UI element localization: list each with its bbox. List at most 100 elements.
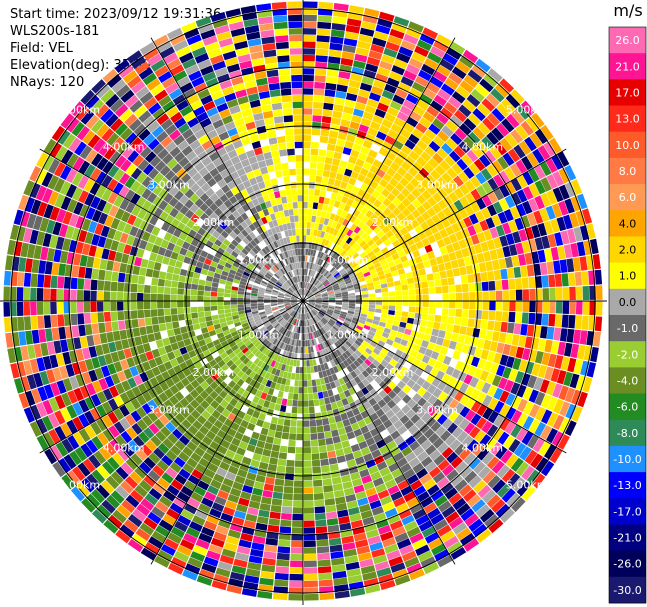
velocity-gate <box>316 314 323 320</box>
velocity-gate <box>383 251 392 259</box>
velocity-gate <box>341 535 355 544</box>
velocity-gate <box>124 310 131 320</box>
velocity-gate <box>299 268 302 276</box>
velocity-gate <box>151 125 164 138</box>
velocity-gate <box>308 188 315 196</box>
velocity-gate <box>420 134 433 146</box>
velocity-gate <box>522 416 535 430</box>
velocity-gate <box>489 146 502 160</box>
velocity-gate <box>366 406 376 416</box>
velocity-gate <box>203 362 212 372</box>
velocity-gate <box>250 293 258 297</box>
velocity-gate <box>240 532 254 542</box>
velocity-gate <box>330 258 336 266</box>
velocity-gate <box>403 491 417 503</box>
velocity-gate <box>62 238 72 252</box>
velocity-gate <box>110 301 117 312</box>
velocity-gate <box>308 301 316 303</box>
velocity-gate <box>245 513 258 523</box>
velocity-gate <box>217 234 226 243</box>
velocity-gate <box>114 59 130 73</box>
velocity-gate <box>533 377 544 391</box>
velocity-gate <box>315 419 323 427</box>
velocity-gate <box>364 275 372 281</box>
velocity-gate <box>395 349 404 357</box>
velocity-gate <box>67 390 78 404</box>
velocity-gate <box>349 259 356 266</box>
velocity-gate <box>57 314 65 327</box>
velocity-gate <box>400 161 412 172</box>
velocity-gate <box>110 471 124 485</box>
velocity-gate <box>119 108 133 122</box>
velocity-gate <box>270 258 276 266</box>
velocity-gate <box>515 278 523 290</box>
velocity-gate <box>582 301 590 315</box>
velocity-gate <box>327 177 336 186</box>
velocity-gate <box>190 295 197 301</box>
velocity-gate <box>312 108 323 116</box>
velocity-gate <box>230 293 238 298</box>
velocity-gate <box>323 163 332 171</box>
velocity-gate <box>304 268 307 276</box>
velocity-gate <box>157 477 170 490</box>
velocity-gate <box>342 226 350 235</box>
velocity-gate <box>157 301 164 309</box>
velocity-gate <box>66 153 79 168</box>
velocity-gate <box>271 307 279 311</box>
velocity-gate <box>334 333 340 340</box>
velocity-gate <box>318 371 324 379</box>
velocity-gate <box>222 238 231 247</box>
velocity-gate <box>387 260 396 268</box>
velocity-gate <box>348 506 360 516</box>
velocity-gate <box>220 351 228 360</box>
velocity-gate <box>205 77 219 88</box>
velocity-gate <box>346 395 355 404</box>
velocity-gate <box>125 494 140 508</box>
velocity-gate <box>130 292 137 301</box>
velocity-gate <box>308 312 312 319</box>
velocity-gate <box>86 256 95 268</box>
velocity-gate <box>345 212 353 221</box>
velocity-gate <box>479 78 494 93</box>
velocity-gate <box>501 98 515 113</box>
velocity-gate <box>179 397 190 408</box>
velocity-gate <box>82 130 96 145</box>
velocity-gate <box>394 532 409 543</box>
velocity-gate <box>281 311 288 317</box>
velocity-gate <box>389 329 398 337</box>
velocity-gate <box>497 156 509 170</box>
velocity-gate <box>329 381 337 389</box>
velocity-gate <box>124 319 133 330</box>
velocity-gate <box>465 265 474 275</box>
velocity-gate <box>173 497 187 509</box>
velocity-gate <box>451 66 467 80</box>
velocity-gate <box>325 150 335 158</box>
velocity-gate <box>46 369 56 384</box>
velocity-gate <box>131 205 142 217</box>
velocity-gate <box>209 202 219 212</box>
velocity-gate <box>114 103 129 118</box>
velocity-gate <box>68 137 82 153</box>
velocity-gate <box>565 403 577 420</box>
velocity-gate <box>298 387 303 394</box>
velocity-gate <box>61 438 74 454</box>
velocity-gate <box>470 188 482 201</box>
velocity-gate <box>558 168 571 184</box>
velocity-gate <box>541 313 549 326</box>
velocity-gate <box>365 529 380 539</box>
velocity-gate <box>257 305 265 309</box>
velocity-gate <box>333 3 349 12</box>
velocity-gate <box>415 294 423 301</box>
velocity-gate <box>393 419 404 430</box>
velocity-gate <box>101 499 116 514</box>
velocity-gate <box>490 88 505 103</box>
velocity-gate <box>303 128 312 135</box>
velocity-gate <box>267 76 280 84</box>
velocity-gate <box>408 312 415 319</box>
velocity-gate <box>335 296 342 300</box>
velocity-gate <box>258 412 266 421</box>
velocity-gate <box>43 274 52 288</box>
velocity-gate <box>204 385 214 395</box>
velocity-gate <box>95 344 104 357</box>
velocity-gate <box>384 83 397 94</box>
